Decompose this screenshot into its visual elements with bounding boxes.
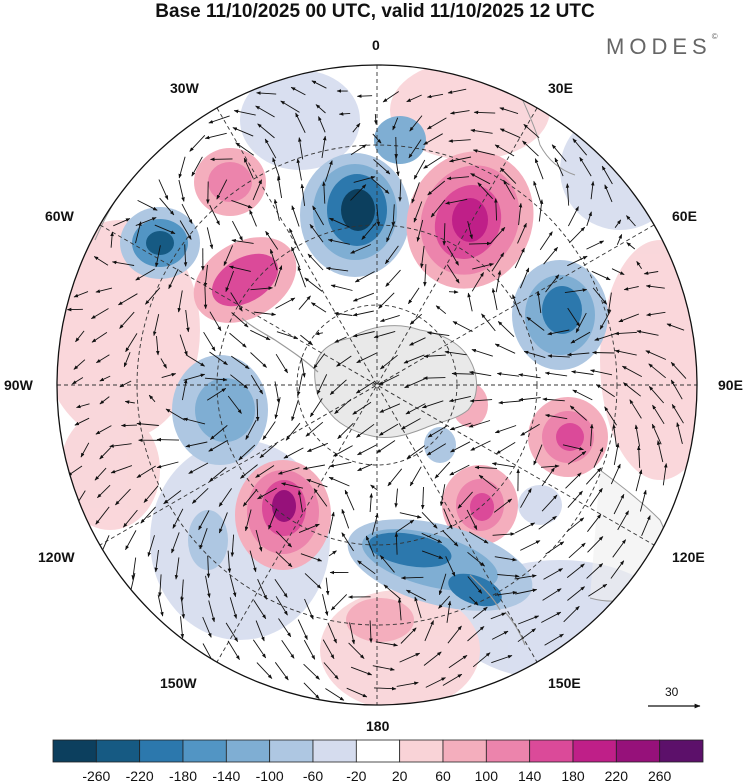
wind-vector	[423, 378, 445, 379]
anomaly-pos-100e	[528, 397, 608, 477]
colorbar-swatch	[96, 740, 139, 762]
colorbar-tick: -260	[76, 768, 116, 784]
colorbar-swatch	[183, 740, 226, 762]
colorbar-tick: -180	[163, 768, 203, 784]
lon-label-0: 0	[372, 37, 380, 53]
lon-label-60w: 60W	[45, 208, 74, 224]
colorbar-tick: -20	[336, 768, 376, 784]
colorbar-tick: 20	[380, 768, 420, 784]
lon-label-30w: 30W	[170, 80, 199, 96]
anomaly-neg-65e	[512, 260, 608, 370]
colorbar-swatch	[356, 740, 399, 762]
colorbar-swatch	[486, 740, 529, 762]
lon-label-180: 180	[366, 718, 389, 734]
colorbar-tick: -140	[206, 768, 246, 784]
colorbar-swatch	[313, 740, 356, 762]
colorbar-tick: 140	[510, 768, 550, 784]
lon-label-90w: 90W	[4, 377, 33, 393]
lon-label-30e: 30E	[548, 80, 573, 96]
anomaly-neg-95w	[172, 355, 268, 465]
colorbar-tick: -60	[293, 768, 333, 784]
colorbar-swatch	[270, 740, 313, 762]
wind-vector	[157, 440, 179, 441]
colorbar-swatch	[400, 740, 443, 762]
colorbar-swatch	[140, 740, 183, 762]
colorbar-swatch	[530, 740, 573, 762]
colorbar	[53, 740, 703, 762]
colorbar-tick: -100	[250, 768, 290, 784]
lon-label-60e: 60E	[672, 208, 697, 224]
reference-vector-label: 30	[665, 685, 678, 699]
lon-label-120w: 120W	[38, 549, 75, 565]
lon-label-90e: 90E	[718, 377, 743, 393]
colorbar-tick: -220	[120, 768, 160, 784]
colorbar-tick: 100	[466, 768, 506, 784]
colorbar-swatch	[660, 740, 703, 762]
colorbar-tick: 260	[640, 768, 680, 784]
wind-vector	[449, 292, 458, 293]
wind-vector	[211, 159, 233, 160]
colorbar-swatch	[443, 740, 486, 762]
lon-label-120e: 120E	[672, 549, 705, 565]
colorbar-swatch	[226, 740, 269, 762]
wind-vector	[357, 96, 372, 97]
colorbar-swatch	[616, 740, 659, 762]
wind-vector	[121, 425, 137, 426]
colorbar-tick: 180	[553, 768, 593, 784]
lon-label-150w: 150W	[160, 675, 197, 691]
colorbar-swatch	[53, 740, 96, 762]
lon-label-150e: 150E	[548, 675, 581, 691]
wind-vector	[593, 353, 615, 354]
colorbar-swatch	[573, 740, 616, 762]
colorbar-tick: 220	[596, 768, 636, 784]
colorbar-tick: 60	[423, 768, 463, 784]
